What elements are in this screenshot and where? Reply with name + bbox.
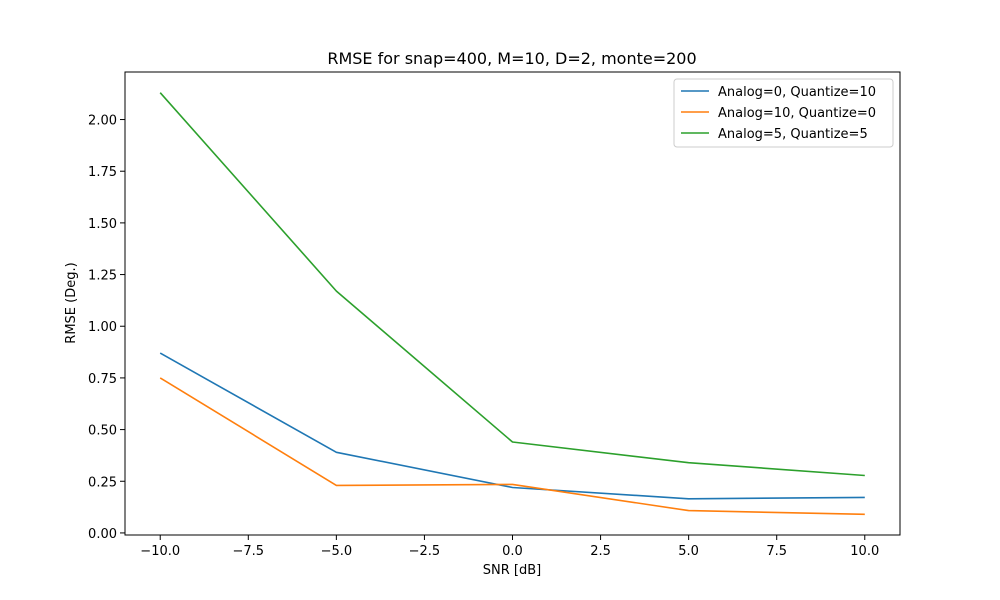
axes-frame bbox=[124, 71, 901, 536]
x-tick-label: 7.5 bbox=[766, 544, 787, 559]
data-point bbox=[688, 498, 690, 500]
x-axis-label: SNR [dB] bbox=[483, 563, 541, 578]
x-tick-label: −7.5 bbox=[233, 544, 265, 559]
data-point bbox=[512, 441, 514, 443]
x-tick-label: −2.5 bbox=[409, 544, 441, 559]
chart-title: RMSE for snap=400, M=10, D=2, monte=200 bbox=[327, 49, 696, 68]
y-tick-label: 0.25 bbox=[88, 475, 117, 490]
series-line-1 bbox=[159, 352, 865, 500]
y-tick-label: 0.50 bbox=[88, 424, 117, 439]
data-point bbox=[335, 290, 337, 292]
data-point bbox=[159, 352, 161, 354]
x-axis-ticks: −10.0 −7.5 −5.0 −2.5 0.0 2.5 5.0 7.5 10.0 bbox=[140, 535, 879, 559]
legend-label: Analog=5, Quantize=5 bbox=[718, 127, 868, 142]
series-line-2 bbox=[159, 377, 865, 516]
data-point bbox=[864, 513, 866, 515]
y-axis-ticks: 0.00 0.25 0.50 0.75 1.00 1.25 1.50 1.75 2.00 bbox=[88, 114, 125, 542]
data-point bbox=[864, 496, 866, 498]
data-point bbox=[688, 510, 690, 512]
data-point bbox=[335, 484, 337, 486]
legend: Analog=0, Quantize=10 Analog=10, Quantize… bbox=[673, 78, 894, 148]
x-tick-label: −10.0 bbox=[140, 544, 180, 559]
x-tick-label: −5.0 bbox=[321, 544, 353, 559]
legend-box bbox=[673, 78, 894, 148]
data-point bbox=[159, 377, 161, 379]
data-point bbox=[512, 483, 514, 485]
y-tick-label: 0.75 bbox=[88, 372, 117, 387]
data-point bbox=[335, 451, 337, 453]
y-tick-label: 0.00 bbox=[88, 527, 117, 542]
legend-label: Analog=10, Quantize=0 bbox=[718, 106, 876, 121]
series-line-3 bbox=[159, 92, 865, 477]
y-axis-label: RMSE (Deg.) bbox=[64, 262, 79, 343]
y-tick-label: 1.75 bbox=[88, 165, 117, 180]
y-tick-label: 1.25 bbox=[88, 269, 117, 284]
y-tick-label: 2.00 bbox=[88, 114, 117, 129]
data-point bbox=[688, 462, 690, 464]
y-tick-label: 1.50 bbox=[88, 217, 117, 232]
x-tick-label: 2.5 bbox=[590, 544, 611, 559]
data-point bbox=[864, 474, 866, 476]
x-tick-label: 5.0 bbox=[678, 544, 699, 559]
plot-area bbox=[159, 92, 866, 516]
x-tick-label: 10.0 bbox=[850, 544, 879, 559]
x-tick-label: 0.0 bbox=[502, 544, 523, 559]
y-tick-label: 1.00 bbox=[88, 320, 117, 335]
data-point bbox=[159, 92, 161, 94]
data-point bbox=[512, 486, 514, 488]
legend-label: Analog=0, Quantize=10 bbox=[718, 85, 876, 100]
